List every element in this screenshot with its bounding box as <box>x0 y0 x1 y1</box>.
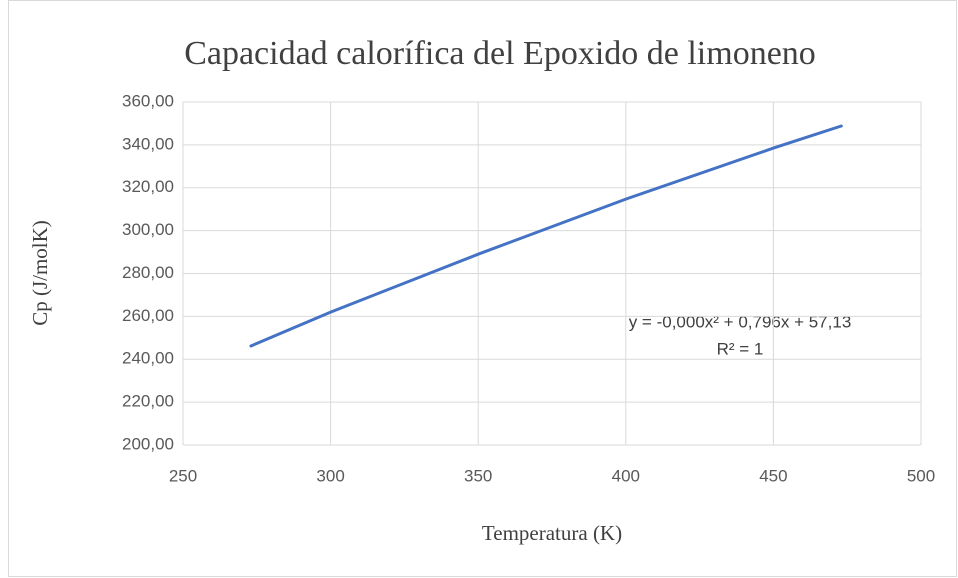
x-tick-label: 350 <box>464 466 492 485</box>
x-tick-label: 300 <box>316 466 344 485</box>
y-tick-label: 320,00 <box>122 177 174 196</box>
y-tick-label: 220,00 <box>122 392 174 411</box>
y-tick-label: 360,00 <box>122 91 174 110</box>
y-tick-label: 340,00 <box>122 134 174 153</box>
x-tick-label: 400 <box>612 466 640 485</box>
y-tick-label: 200,00 <box>122 434 174 453</box>
x-tick-label: 450 <box>759 466 787 485</box>
x-axis-label: Temperatura (K) <box>482 521 622 545</box>
y-tick-label: 300,00 <box>122 220 174 239</box>
y-tick-label: 280,00 <box>122 263 174 282</box>
y-tick-label: 260,00 <box>122 306 174 325</box>
r-squared: R² = 1 <box>717 339 764 358</box>
x-tick-label: 250 <box>169 466 197 485</box>
chart-frame <box>8 0 957 577</box>
trendline-equation: y = -0,000x² + 0,796x + 57,13 <box>629 312 852 331</box>
y-axis-label: Cp (J/molK) <box>28 220 52 326</box>
y-tick-label: 240,00 <box>122 349 174 368</box>
x-tick-label: 500 <box>907 466 935 485</box>
chart-title: Capacidad calorífica del Epoxido de limo… <box>184 35 816 72</box>
data-line <box>249 124 843 348</box>
